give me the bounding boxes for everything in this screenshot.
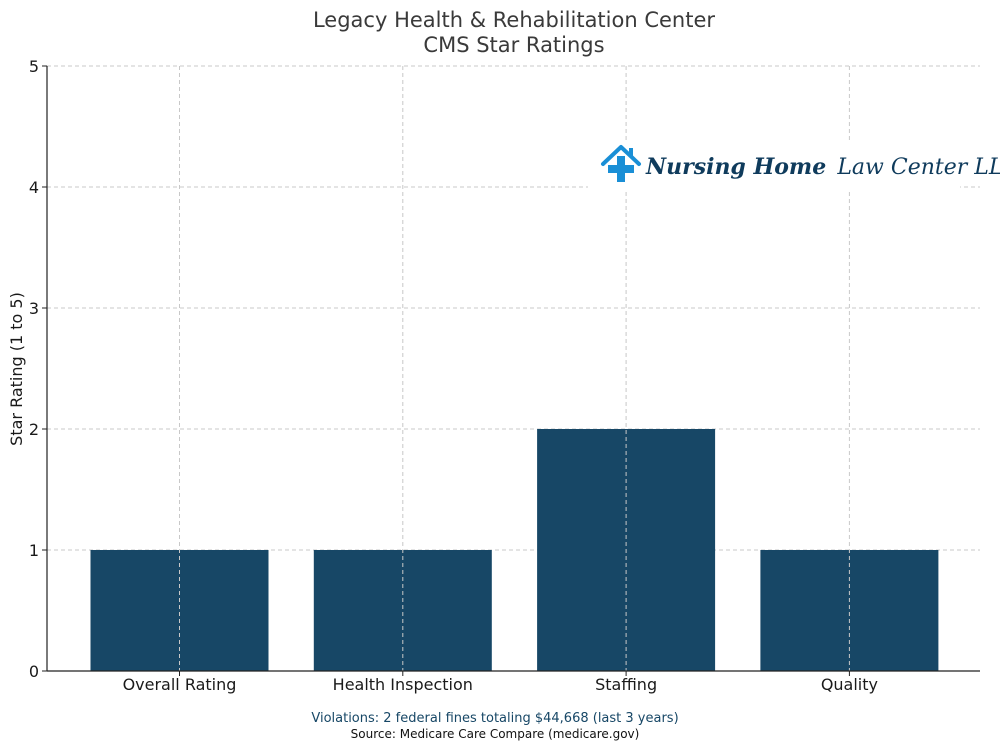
bars bbox=[90, 429, 939, 671]
y-tick-labels: 0 1 2 3 4 5 bbox=[29, 57, 47, 681]
x-tick-label: Overall Rating bbox=[123, 675, 237, 694]
chart-title-line2: CMS Star Ratings bbox=[423, 33, 604, 57]
x-tick-label: Staffing bbox=[595, 675, 657, 694]
logo: Nursing Home Law Center LLC bbox=[588, 140, 1000, 190]
chart-title-line1: Legacy Health & Rehabilitation Center bbox=[313, 8, 715, 32]
house-medical-cross-icon bbox=[601, 145, 641, 182]
y-axis-label: Star Rating (1 to 5) bbox=[7, 292, 26, 446]
logo-text-normal: Law Center LLC bbox=[836, 155, 1000, 180]
x-tick-label: Quality bbox=[821, 675, 878, 694]
source-note: Source: Medicare Care Compare (medicare.… bbox=[351, 727, 640, 741]
bar-quality bbox=[760, 550, 939, 671]
logo-background bbox=[588, 140, 960, 190]
logo-text-bold: Nursing Home bbox=[645, 154, 826, 180]
y-tick-label: 0 bbox=[29, 662, 39, 681]
bar-health-inspection bbox=[313, 550, 492, 671]
violations-note: Violations: 2 federal fines totaling $44… bbox=[311, 711, 678, 726]
logo-text: Nursing Home Law Center LLC bbox=[645, 154, 1000, 180]
y-tick-label: 3 bbox=[29, 299, 39, 318]
bar-overall-rating bbox=[90, 550, 269, 671]
x-tick-labels: Overall Rating Health Inspection Staffing Q… bbox=[123, 671, 878, 694]
y-tick-label: 2 bbox=[29, 420, 39, 439]
y-tick-label: 1 bbox=[29, 541, 39, 560]
x-tick-label: Health Inspection bbox=[333, 675, 473, 694]
y-tick-label: 5 bbox=[29, 57, 39, 76]
y-tick-label: 4 bbox=[29, 178, 39, 197]
grid-lines bbox=[47, 65, 980, 551]
